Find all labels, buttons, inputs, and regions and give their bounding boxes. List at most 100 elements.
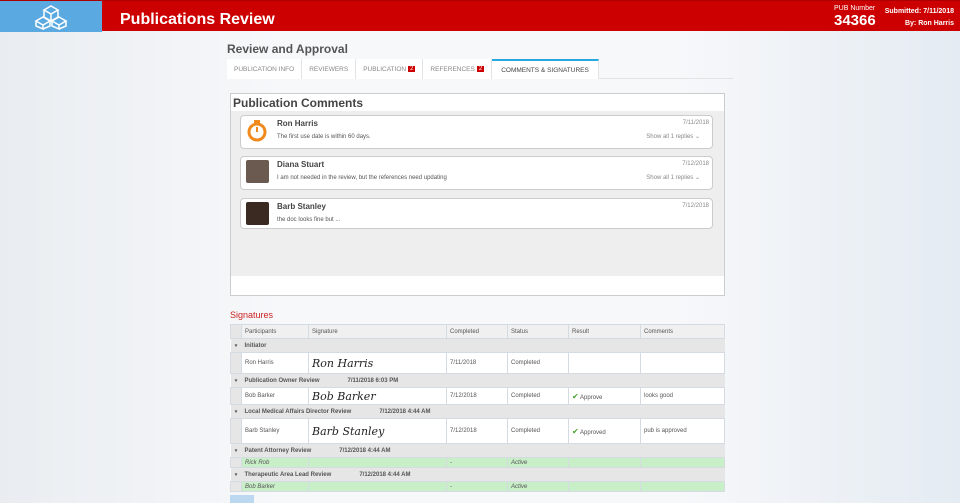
expander-header — [230, 324, 242, 339]
tab-label: REFERENCES — [430, 65, 475, 73]
signature-image — [308, 481, 447, 492]
comment-author: Ron Harris — [277, 119, 318, 128]
table-header: Participants Signature Completed Status … — [230, 324, 725, 339]
table-row[interactable]: Rick Rob - Active — [230, 457, 725, 468]
column-header[interactable]: Result — [568, 324, 641, 339]
status-cell: Completed — [507, 418, 569, 444]
completed-cell: 7/11/2018 — [446, 352, 508, 374]
completed-cell: - — [446, 457, 508, 468]
submitted-label: Submitted: — [884, 8, 922, 15]
count-badge: 2 — [408, 66, 416, 72]
collapse-icon[interactable]: ▾ — [230, 443, 242, 458]
participant-cell: Barb Stanley — [241, 418, 309, 444]
comments-cell — [640, 481, 725, 492]
column-header[interactable]: Participants — [241, 324, 309, 339]
group-name: Patent Attorney Review — [244, 447, 312, 454]
comment-card: Ron Harris The first use date is within … — [240, 115, 713, 149]
column-header[interactable]: Signature — [308, 324, 447, 339]
group-date: 7/12/2018 4:44 AM — [339, 447, 391, 454]
comment-card: Barb Stanley the doc looks fine but ... … — [240, 198, 713, 229]
table-row[interactable]: Barb Stanley Barb Stanley 7/12/2018 Complet… — [230, 418, 725, 444]
app-header: Publications Review PUB Number 34366 Sub… — [0, 0, 960, 32]
comment-author: Barb Stanley — [277, 202, 326, 211]
comments-panel: Publication Comments Ron Harris The firs… — [230, 93, 725, 296]
tab-reviewers[interactable]: REVIEWERS — [302, 59, 357, 79]
completed-cell: - — [446, 481, 508, 492]
tab-references[interactable]: REFERENCES 2 — [423, 59, 493, 79]
by-label: By: — [904, 20, 917, 27]
group-date: 7/11/2018 6:03 PM — [347, 377, 399, 384]
completed-cell: 7/12/2018 — [446, 387, 508, 405]
show-replies-link[interactable]: Show all 1 replies ⌄ — [646, 133, 700, 140]
row-spacer — [230, 352, 242, 374]
count-badge: 2 — [476, 66, 485, 72]
result-cell — [568, 352, 641, 374]
participant-cell: Rick Rob — [241, 457, 309, 468]
table-row[interactable]: Bob Barker - Active — [230, 481, 725, 492]
tab-comments-signatures[interactable]: COMMENTS & SIGNATURES — [492, 59, 599, 79]
collapse-icon[interactable]: ▾ — [230, 467, 242, 482]
group-row[interactable]: ▾ Local Medical Affairs Director Review 7/… — [230, 404, 725, 419]
participant-cell: Bob Barker — [241, 481, 309, 492]
group-name: Local Medical Affairs Director Review — [244, 408, 352, 415]
collapse-icon[interactable]: ▾ — [230, 373, 242, 388]
chevron-down-icon: ⌄ — [694, 175, 700, 181]
status-cell: Completed — [507, 387, 569, 405]
group-title: Patent Attorney Review 7/12/2018 4:44 AM — [241, 443, 725, 458]
tab-label: COMMENTS & SIGNATURES — [501, 66, 589, 74]
comment-text: I am not needed in the review, but the r… — [277, 175, 447, 181]
pub-number: 34366 — [834, 12, 876, 29]
group-row[interactable]: ▾ Patent Attorney Review 7/12/2018 4:44 AM — [230, 443, 725, 458]
avatar — [246, 202, 269, 225]
result-text: Approved — [580, 429, 606, 436]
submission-info: Submitted: 7/11/2018 By: Ron Harris — [885, 6, 954, 30]
status-cell: Active — [507, 457, 569, 468]
comments-cell: pub is approved — [640, 418, 725, 444]
group-title: Publication Owner Review 7/11/2018 6:03 P… — [241, 373, 725, 388]
result-cell: ✔ Approved — [568, 418, 641, 444]
signature-image: Barb Stanley — [308, 418, 447, 444]
signature-image: Bob Barker — [308, 387, 447, 405]
result-text: Approve — [580, 394, 603, 401]
replies-label: Show all 1 replies — [646, 134, 694, 140]
comments-cell: looks good — [640, 387, 725, 405]
comment-text: the doc looks fine but ... — [277, 217, 341, 223]
group-row[interactable]: ▾ Initiator — [230, 338, 725, 353]
participant-cell: Bob Barker — [241, 387, 309, 405]
result-cell: ✔ Approve — [568, 387, 641, 405]
cubes-icon[interactable] — [0, 1, 102, 32]
group-title: Initiator — [241, 338, 725, 353]
pub-number-label: PUB Number — [834, 5, 876, 12]
signature-image: Ron Harris — [308, 352, 447, 374]
tab-label: REVIEWERS — [309, 65, 349, 73]
comments-list[interactable]: Ron Harris The first use date is within … — [231, 111, 724, 276]
column-header[interactable]: Completed — [446, 324, 508, 339]
table-row[interactable]: Bob Barker Bob Barker 7/12/2018 Completed ✔ … — [230, 387, 725, 405]
collapse-icon[interactable]: ▾ — [230, 338, 242, 353]
avatar — [246, 160, 269, 183]
tab-publication[interactable]: PUBLICATION 2 — [356, 59, 424, 79]
row-spacer — [230, 481, 242, 492]
page-title: Review and Approval — [227, 42, 348, 56]
row-spacer — [230, 457, 242, 468]
submitted-by: Ron Harris — [918, 20, 954, 27]
column-header[interactable]: Status — [507, 324, 569, 339]
comment-card: Diana Stuart I am not needed in the revi… — [240, 156, 713, 190]
collapse-icon[interactable]: ▾ — [230, 404, 242, 419]
status-cell: Completed — [507, 352, 569, 374]
participant-cell: Ron Harris — [241, 352, 309, 374]
column-header[interactable]: Comments — [640, 324, 725, 339]
show-replies-link[interactable]: Show all 1 replies ⌄ — [646, 174, 700, 181]
result-cell — [568, 457, 641, 468]
comments-cell — [640, 457, 725, 468]
status-cell: Active — [507, 481, 569, 492]
replies-label: Show all 1 replies — [646, 175, 694, 181]
check-icon: ✔ — [572, 391, 579, 401]
tab-label: PUBLICATION INFO — [234, 65, 295, 73]
table-row[interactable]: Ron Harris Ron Harris 7/11/2018 Completed — [230, 352, 725, 374]
tab-publication-info[interactable]: PUBLICATION INFO — [227, 59, 303, 79]
tab-bar: PUBLICATION INFO REVIEWERS PUBLICATION 2 … — [227, 59, 733, 79]
group-row[interactable]: ▾ Publication Owner Review 7/11/2018 6:03 … — [230, 373, 725, 388]
action-button[interactable] — [230, 495, 254, 503]
group-row[interactable]: ▾ Therapeutic Area Lead Review 7/12/2018 4… — [230, 467, 725, 482]
